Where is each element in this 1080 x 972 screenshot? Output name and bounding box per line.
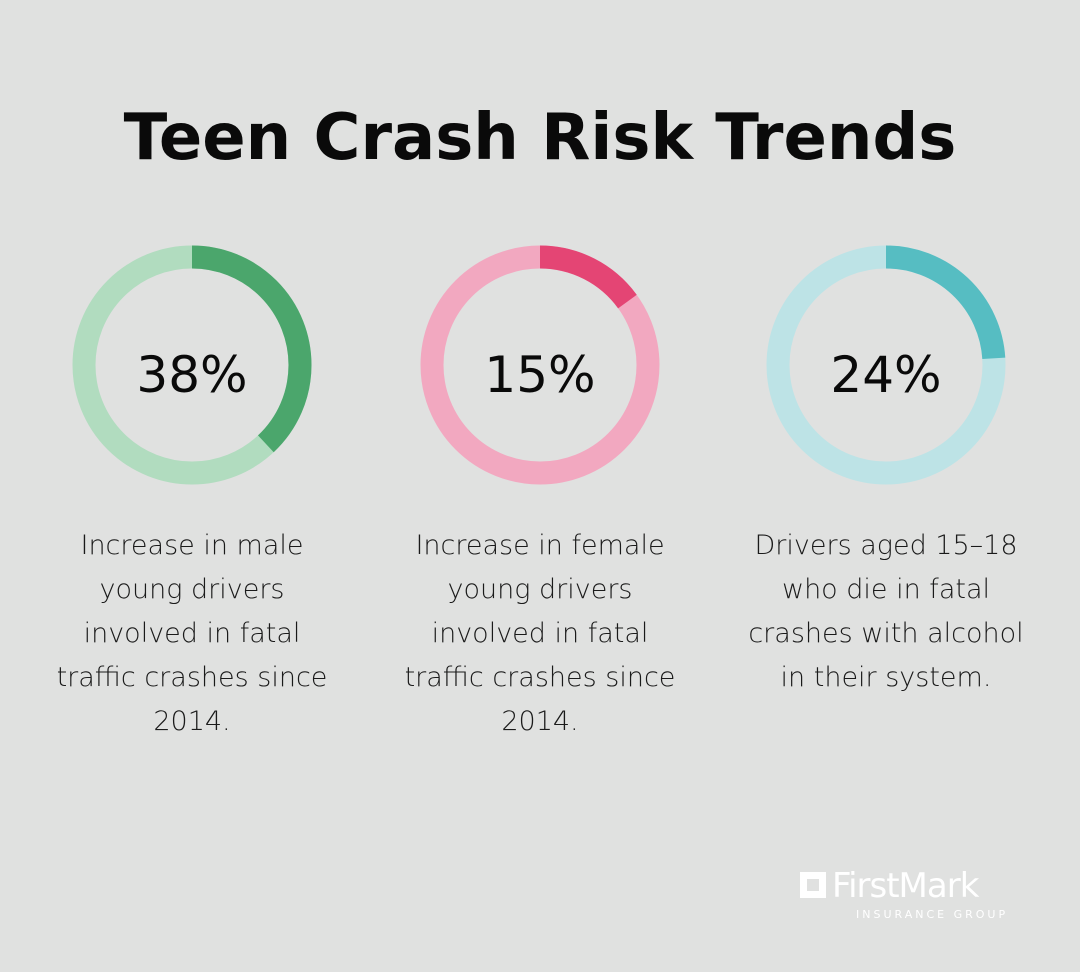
donut-value-arc: [766, 245, 1006, 485]
donut-chart: 15%: [415, 240, 665, 490]
stat-description: Increase in female young drivers involve…: [404, 530, 676, 737]
donut-value-arc: [72, 245, 312, 485]
donut-svg: [72, 245, 312, 485]
percentage-label: 15%: [484, 346, 596, 404]
logo-square-icon: [800, 872, 826, 898]
percentage-label: 24%: [830, 346, 942, 404]
brand-name: FirstMark: [832, 866, 979, 906]
page-title: Teen Crash Risk Trends: [123, 101, 957, 175]
donut-svg: [420, 245, 660, 485]
donut-value-arc: [420, 245, 660, 485]
stat-description: Drivers aged 15–18 who die in fatal cras…: [748, 530, 1024, 693]
stat-card-female-drivers: 15% Increase in female young drivers inv…: [390, 240, 690, 744]
percentage-label: 38%: [136, 346, 248, 404]
donut-svg: [766, 245, 1006, 485]
stat-card-alcohol-deaths: 24% Drivers aged 15–18 who die in fatal …: [736, 240, 1036, 700]
donut-chart: 38%: [67, 240, 317, 490]
stat-card-male-drivers: 38% Increase in male young drivers invol…: [42, 240, 342, 744]
brand-subtitle: INSURANCE GROUP: [856, 908, 1009, 921]
stat-description: Increase in male young drivers involved …: [56, 530, 328, 737]
brand-logo: FirstMark INSURANCE GROUP: [798, 864, 1038, 924]
donut-chart: 24%: [761, 240, 1011, 490]
